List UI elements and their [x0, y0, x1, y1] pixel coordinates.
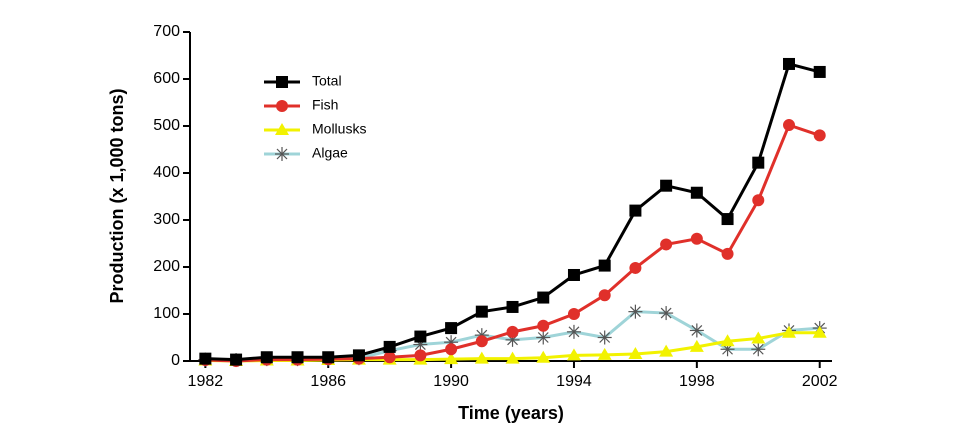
marker — [291, 351, 304, 364]
marker — [660, 238, 673, 251]
asterisk-stroke — [599, 332, 611, 343]
marker — [629, 204, 642, 217]
y-tick-label: 0 — [171, 352, 180, 369]
marker — [506, 300, 519, 313]
series-line — [205, 62, 821, 362]
y-tick-label: 700 — [153, 23, 180, 40]
marker — [721, 213, 734, 226]
marker — [275, 147, 289, 161]
legend-label: Fish — [312, 97, 338, 113]
marker — [260, 351, 273, 364]
marker — [506, 325, 519, 338]
x-tick-label: 1982 — [188, 373, 224, 390]
marker — [230, 353, 243, 366]
marker — [322, 351, 335, 364]
marker — [566, 348, 581, 361]
marker — [474, 351, 489, 364]
marker — [628, 304, 643, 319]
marker — [689, 323, 704, 338]
marker — [505, 351, 520, 364]
y-tick-label: 300 — [153, 211, 180, 228]
y-tick-label: 100 — [153, 305, 180, 322]
x-axis-title: Time (years) — [458, 403, 564, 423]
marker — [445, 322, 458, 335]
y-axis-title: Production (x 1,000 tons) — [107, 88, 127, 303]
marker — [690, 232, 703, 245]
marker — [445, 343, 458, 356]
marker — [751, 342, 766, 357]
marker — [721, 247, 734, 260]
legend-label: Algae — [312, 145, 348, 161]
y-tick-label: 500 — [153, 117, 180, 134]
marker — [567, 268, 580, 281]
marker — [537, 319, 550, 332]
marker — [629, 261, 642, 274]
marker — [475, 335, 488, 348]
marker — [597, 347, 612, 360]
marker — [782, 119, 795, 132]
marker — [690, 186, 703, 199]
y-tick-label: 600 — [153, 70, 180, 87]
marker — [537, 291, 550, 304]
marker — [812, 325, 827, 338]
marker — [813, 129, 826, 142]
marker — [781, 325, 796, 338]
asterisk-stroke — [276, 148, 288, 160]
marker — [598, 289, 611, 302]
marker — [567, 308, 580, 320]
marker — [782, 57, 795, 70]
marker — [414, 349, 427, 362]
x-tick-label: 1998 — [679, 373, 715, 390]
y-tick-label: 400 — [153, 164, 180, 181]
marker — [752, 194, 765, 207]
asterisk-stroke — [568, 326, 580, 338]
marker — [813, 65, 826, 78]
y-tick-label: 200 — [153, 258, 180, 275]
asterisk-stroke — [752, 343, 764, 355]
asterisk-stroke — [660, 307, 672, 319]
marker — [660, 179, 673, 192]
marker — [751, 331, 766, 344]
marker — [536, 330, 551, 345]
marker — [752, 156, 765, 169]
marker — [628, 346, 643, 359]
marker — [689, 339, 704, 352]
asterisk-stroke — [629, 306, 641, 318]
legend-label: Total — [312, 73, 342, 89]
marker — [659, 306, 674, 321]
x-tick-label: 1994 — [556, 373, 592, 390]
x-tick-label: 1986 — [310, 373, 346, 390]
x-tick-label: 2002 — [802, 373, 838, 390]
marker — [383, 340, 396, 353]
marker — [414, 330, 427, 343]
marker — [475, 305, 488, 318]
asterisk-stroke — [537, 332, 549, 343]
marker — [276, 100, 288, 112]
marker — [276, 76, 288, 88]
marker — [720, 334, 735, 347]
marker — [352, 349, 365, 362]
series-line — [205, 123, 821, 363]
x-tick-label: 1990 — [433, 373, 469, 390]
marker — [383, 351, 396, 364]
marker — [598, 259, 611, 272]
marker — [199, 352, 212, 365]
marker — [536, 350, 551, 363]
marker — [444, 352, 459, 365]
marker — [597, 330, 612, 345]
marker — [566, 324, 581, 339]
marker — [659, 344, 674, 357]
asterisk-stroke — [691, 325, 703, 336]
marker — [275, 123, 289, 135]
legend-label: Mollusks — [312, 121, 366, 137]
